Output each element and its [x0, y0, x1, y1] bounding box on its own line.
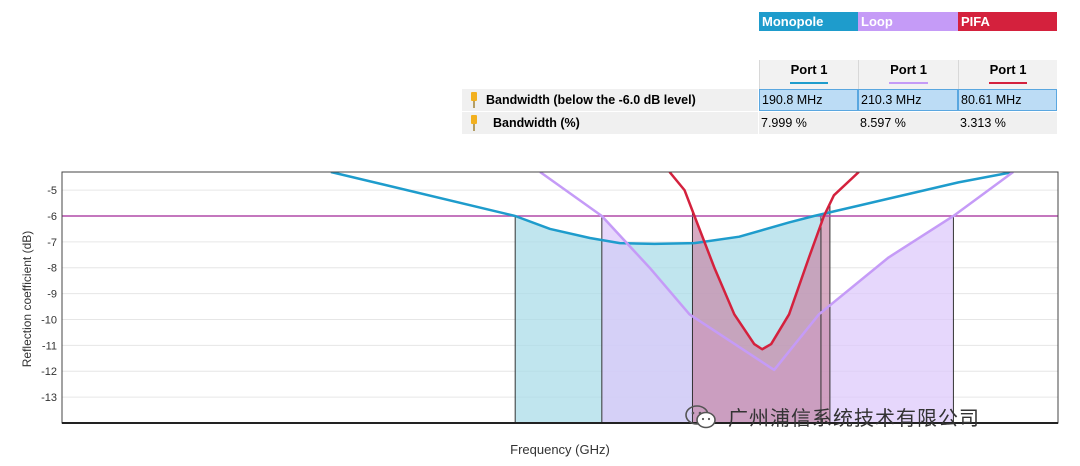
column-header-label: Port 1 [890, 62, 927, 77]
cell-value: 7.999 % [761, 116, 807, 130]
series-color-line [889, 82, 928, 84]
legend-pifa[interactable]: PIFA [958, 12, 1057, 31]
series-line-loop [539, 172, 1014, 372]
watermark-text: 广州浦信系统技术有限公司 [728, 408, 980, 430]
legend-monopole[interactable]: Monopole [759, 12, 858, 31]
legend-loop[interactable]: Loop [858, 12, 958, 31]
series-line-monopole [330, 172, 1014, 246]
y-tick-label: -6 [47, 211, 57, 223]
y-tick-label: -11 [42, 340, 57, 352]
cell-value: 190.8 MHz [762, 93, 823, 107]
reflection-chart: -5 -6 -7 -8 -9 -10 -11 -12 -13 Reflection coeffi… [20, 171, 1059, 457]
row-label-text: Bandwidth (below the -6.0 dB level) [486, 93, 696, 107]
y-tick-label: -10 [41, 314, 57, 326]
cell-value: 80.61 MHz [961, 93, 1022, 107]
table-row-label[interactable]: Bandwidth (below the -6.0 dB level) [462, 89, 758, 111]
y-tick-label: -5 [47, 185, 57, 197]
series-line-pifa [668, 172, 860, 351]
column-header-loop[interactable]: Port 1 [858, 60, 958, 89]
band-fill [692, 203, 830, 423]
series-color-line [790, 82, 828, 84]
table-cell[interactable]: 7.999 % [759, 112, 858, 134]
pin-icon [471, 92, 477, 108]
table-cell[interactable]: 80.61 MHz [958, 89, 1057, 111]
y-tick-label: -7 [47, 237, 57, 249]
band-fill [601, 215, 954, 423]
legend-pifa-label: PIFA [961, 14, 990, 29]
y-axis-label: Reflection coefficient (dB) [20, 231, 34, 368]
column-header-label: Port 1 [989, 62, 1027, 77]
y-tick-label: -13 [41, 392, 57, 404]
y-tick-label: -9 [47, 289, 57, 301]
y-tick-labels: -5 -6 -7 -8 -9 -10 -11 -12 -13 [41, 185, 57, 404]
table-row-label[interactable]: Bandwidth (%) [462, 112, 758, 134]
x-axis-label: Frequency (GHz) [510, 442, 610, 457]
watermark: 广州浦信系统技术有限公司 [684, 402, 980, 431]
legend-monopole-label: Monopole [762, 14, 824, 29]
row-label-text: Bandwidth (%) [493, 116, 580, 130]
series-curves [330, 172, 1014, 372]
table-cell[interactable]: 3.313 % [958, 112, 1057, 134]
y-tick-label: -12 [41, 366, 57, 378]
series-color-line [989, 82, 1027, 84]
cell-value: 210.3 MHz [861, 93, 922, 107]
y-tick-label: -8 [47, 263, 57, 275]
wechat-icon [685, 405, 716, 429]
column-header-pifa[interactable]: Port 1 [958, 60, 1057, 89]
cell-value: 3.313 % [960, 116, 1006, 130]
column-header-label: Port 1 [790, 62, 828, 77]
column-header-monopole[interactable]: Port 1 [759, 60, 858, 89]
legend-loop-label: Loop [861, 14, 893, 29]
table-cell[interactable]: 8.597 % [858, 112, 958, 134]
pin-icon [471, 115, 477, 131]
table-cell[interactable]: 210.3 MHz [858, 89, 958, 111]
table-cell[interactable]: 190.8 MHz [759, 89, 858, 111]
band-fills [515, 203, 954, 423]
cell-value: 8.597 % [860, 116, 906, 130]
